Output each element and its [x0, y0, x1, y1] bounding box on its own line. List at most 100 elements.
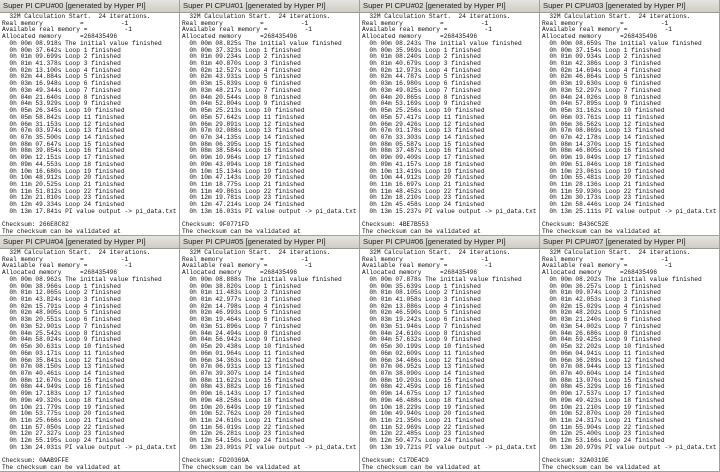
- loop-line: 0h 10m 47.143s Loop 20 finished: [182, 174, 305, 182]
- superpi-window-cpu1[interactable]: Super PI CPU#01 [generated by Hyper PI] …: [180, 0, 360, 236]
- header-line: Allocated memory =268435496: [362, 33, 478, 41]
- superpi-window-cpu6[interactable]: Super PI CPU#06 [generated by Hyper PI] …: [360, 236, 540, 472]
- loop-line: 0h 01m 09.234s Loop 2 finished: [182, 53, 301, 61]
- loop-line: 0h 02m 48.005s Loop 5 finished: [2, 309, 121, 317]
- loop-line: 0h 06m 29.891s Loop 12 finished: [182, 120, 305, 128]
- loop-line: 0h 12m 19.781s Loop 23 finished: [182, 194, 305, 202]
- loop-line: 0h 09m 44.553s Loop 18 finished: [2, 160, 125, 168]
- superpi-window-cpu7[interactable]: Super PI CPU#07 [generated by Hyper PI] …: [540, 236, 720, 472]
- loop-line: 0h 07m 06.931s Loop 13 finished: [182, 363, 305, 371]
- loop-line: 0h 06m 34.363s Loop 12 finished: [182, 356, 305, 364]
- loop-line: 0h 06m 35.841s Loop 12 finished: [2, 356, 125, 364]
- loop-line: 0h 08m 43.882s Loop 16 finished: [182, 383, 305, 391]
- loop-line: 0h 09m 10.964s Loop 17 finished: [182, 154, 305, 162]
- loop-line: 0h 11m 56.019s Loop 22 finished: [182, 423, 305, 431]
- initial-value-line: 0h 00m 08.825s The initial value finishe…: [182, 39, 342, 47]
- loop-line: 0h 06m 36.289s Loop 12 finished: [542, 356, 665, 364]
- loop-line: 0h 04m 24.026s Loop 8 finished: [542, 93, 661, 101]
- loop-line: 0h 05m 31.162s Loop 10 finished: [542, 107, 665, 115]
- loop-line: 0h 10m 20.649s Loop 19 finished: [182, 403, 305, 411]
- loop-line: 0h 10m 48.912s Loop 20 finished: [2, 174, 125, 182]
- loop-line: 0h 04m 57.895s Loop 9 finished: [542, 100, 661, 108]
- loop-line: 0h 02m 44.884s Loop 5 finished: [2, 73, 121, 81]
- loop-line: 0h 09m 17.537s Loop 17 finished: [542, 390, 665, 398]
- loop-line: 0h 08m 07.647s Loop 15 finished: [2, 140, 125, 148]
- loop-line: 0h 08m 12.670s Loop 15 finished: [2, 376, 125, 384]
- superpi-window-cpu3[interactable]: Super PI CPU#03 [generated by Hyper PI] …: [540, 0, 720, 236]
- header-line: Real memory = -1: [362, 19, 489, 27]
- loop-line: 0h 09m 17.183s Loop 17 finished: [2, 390, 125, 398]
- loop-line: 0h 11m 28.136s Loop 21 finished: [542, 180, 665, 188]
- loop-line: 0h 11m 16.697s Loop 21 finished: [362, 180, 485, 188]
- loop-line: 0h 04m 58.024s Loop 9 finished: [2, 336, 121, 344]
- initial-value-line: 0h 00m 08.888s The initial value finishe…: [182, 275, 342, 283]
- loop-line: 0h 04m 20.544s Loop 8 finished: [182, 93, 301, 101]
- loop-line: 0h 02m 12.973s Loop 4 finished: [362, 66, 481, 74]
- loop-line: 0h 07m 40.604s Loop 14 finished: [542, 369, 665, 377]
- loop-line: 0h 01m 09.934s Loop 2 finished: [542, 53, 661, 61]
- loop-line: 0h 04m 24.610s Loop 8 finished: [362, 329, 481, 337]
- loop-line: 0h 07m 40.461s Loop 14 finished: [2, 369, 125, 377]
- loop-line: 0h 09m 09.409s Loop 17 finished: [362, 154, 485, 162]
- loop-line: 0h 07m 03.974s Loop 13 finished: [2, 127, 125, 135]
- superpi-window-cpu5[interactable]: Super PI CPU#05 [generated by Hyper PI] …: [180, 236, 360, 472]
- pi-output-line: 0h 13m 19.721s PI value output -> pi_dat…: [362, 443, 537, 451]
- header-line: Allocated memory =268435496: [362, 269, 478, 277]
- loop-line: 0h 02m 48.202s Loop 5 finished: [542, 309, 661, 317]
- output-log: 32M Calculation Start. 24 iterations. Rea…: [180, 13, 359, 235]
- validated-line: The checksum can be validated at: [362, 228, 481, 235]
- loop-line: 0h 03m 16.948s Loop 6 finished: [2, 80, 121, 88]
- loop-line: 0h 10m 55.481s Loop 20 finished: [542, 174, 665, 182]
- window-title-bar[interactable]: Super PI CPU#04 [generated by Hyper PI]: [0, 236, 179, 249]
- loop-line: 0h 02m 14.694s Loop 4 finished: [542, 66, 661, 74]
- output-log: 32M Calculation Start. 24 iterations. Rea…: [180, 249, 359, 471]
- window-title-bar[interactable]: Super PI CPU#00 [generated by Hyper PI]: [0, 0, 179, 13]
- window-title-bar[interactable]: Super PI CPU#07 [generated by Hyper PI]: [540, 236, 719, 249]
- window-title-bar[interactable]: Super PI CPU#05 [generated by Hyper PI]: [180, 236, 359, 249]
- header-line: Real memory = -1: [2, 255, 129, 263]
- window-title-bar[interactable]: Super PI CPU#06 [generated by Hyper PI]: [360, 236, 539, 249]
- pi-output-line: 0h 13m 25.111s PI value output -> pi_dat…: [542, 207, 717, 215]
- superpi-window-cpu0[interactable]: Super PI CPU#00 [generated by Hyper PI] …: [0, 0, 180, 236]
- loop-line: 0h 03m 20.551s Loop 6 finished: [2, 316, 121, 324]
- output-log: 32M Calculation Start. 24 iterations. Rea…: [0, 249, 179, 471]
- loop-line: 0h 09m 46.488s Loop 18 finished: [362, 396, 485, 404]
- loop-line: 0h 08m 38.584s Loop 16 finished: [182, 147, 305, 155]
- checksum-line: Checksum: B436C52E: [542, 221, 609, 229]
- initial-value-line: 0h 00m 08.918s The initial value finishe…: [2, 39, 162, 47]
- header-line: 32M Calculation Start. 24 iterations.: [182, 13, 331, 20]
- window-title-bar[interactable]: Super PI CPU#01 [generated by Hyper PI]: [180, 0, 359, 13]
- loop-line: 0h 12m 30.173s Loop 23 finished: [542, 194, 665, 202]
- loop-line: 0h 10m 53.775s Loop 20 finished: [2, 410, 125, 418]
- loop-line: 0h 00m 35.969s Loop 1 finished: [362, 46, 481, 54]
- loop-line: 0h 03m 16.980s Loop 6 finished: [362, 80, 481, 88]
- loop-line: 0h 03m 54.002s Loop 7 finished: [542, 322, 661, 330]
- loop-line: 0h 12m 26.281s Loop 23 finished: [182, 430, 305, 438]
- loop-line: 0h 07m 06.952s Loop 13 finished: [362, 363, 485, 371]
- loop-line: 0h 06m 29.426s Loop 12 finished: [362, 120, 485, 128]
- loop-line: 0h 02m 15.791s Loop 4 finished: [2, 302, 121, 310]
- output-log: 32M Calculation Start. 24 iterations. Rea…: [0, 13, 179, 235]
- loop-line: 0h 05m 32.202s Loop 10 finished: [542, 343, 665, 351]
- loop-line: 0h 09m 48.258s Loop 18 finished: [182, 396, 305, 404]
- superpi-window-cpu4[interactable]: Super PI CPU#04 [generated by Hyper PI] …: [0, 236, 180, 472]
- loop-line: 0h 09m 19.049s Loop 17 finished: [542, 154, 665, 162]
- loop-line: 0h 04m 20.865s Loop 8 finished: [362, 93, 481, 101]
- initial-value-line: 0h 00m 08.243s The initial value finishe…: [362, 39, 522, 47]
- checksum-line: Checksum: FD20369A: [182, 457, 249, 465]
- loop-line: 0h 05m 30.631s Loop 10 finished: [2, 343, 125, 351]
- loop-line: 0h 01m 40.679s Loop 3 finished: [362, 60, 481, 68]
- loop-line: 0h 01m 08.240s Loop 2 finished: [362, 53, 481, 61]
- superpi-window-cpu2[interactable]: Super PI CPU#02 [generated by Hyper PI] …: [360, 0, 540, 236]
- loop-line: 0h 06m 31.153s Loop 12 finished: [2, 120, 125, 128]
- window-title-bar[interactable]: Super PI CPU#02 [generated by Hyper PI]: [360, 0, 539, 13]
- loop-line: 0h 08m 11.622s Loop 15 finished: [182, 376, 305, 384]
- header-line: Available real memory = -1: [182, 26, 312, 34]
- loop-line: 0h 01m 08.105s Loop 2 finished: [362, 289, 481, 297]
- loop-line: 0h 11m 48.452s Loop 22 finished: [362, 187, 485, 195]
- window-title-bar[interactable]: Super PI CPU#03 [generated by Hyper PI]: [540, 0, 719, 13]
- loop-line: 0h 04m 56.942s Loop 9 finished: [182, 336, 301, 344]
- loop-line: 0h 12m 58.446s Loop 24 finished: [542, 201, 665, 209]
- loop-line: 0h 12m 25.400s Loop 23 finished: [542, 430, 665, 438]
- loop-line: 0h 02m 43.931s Loop 5 finished: [182, 73, 301, 81]
